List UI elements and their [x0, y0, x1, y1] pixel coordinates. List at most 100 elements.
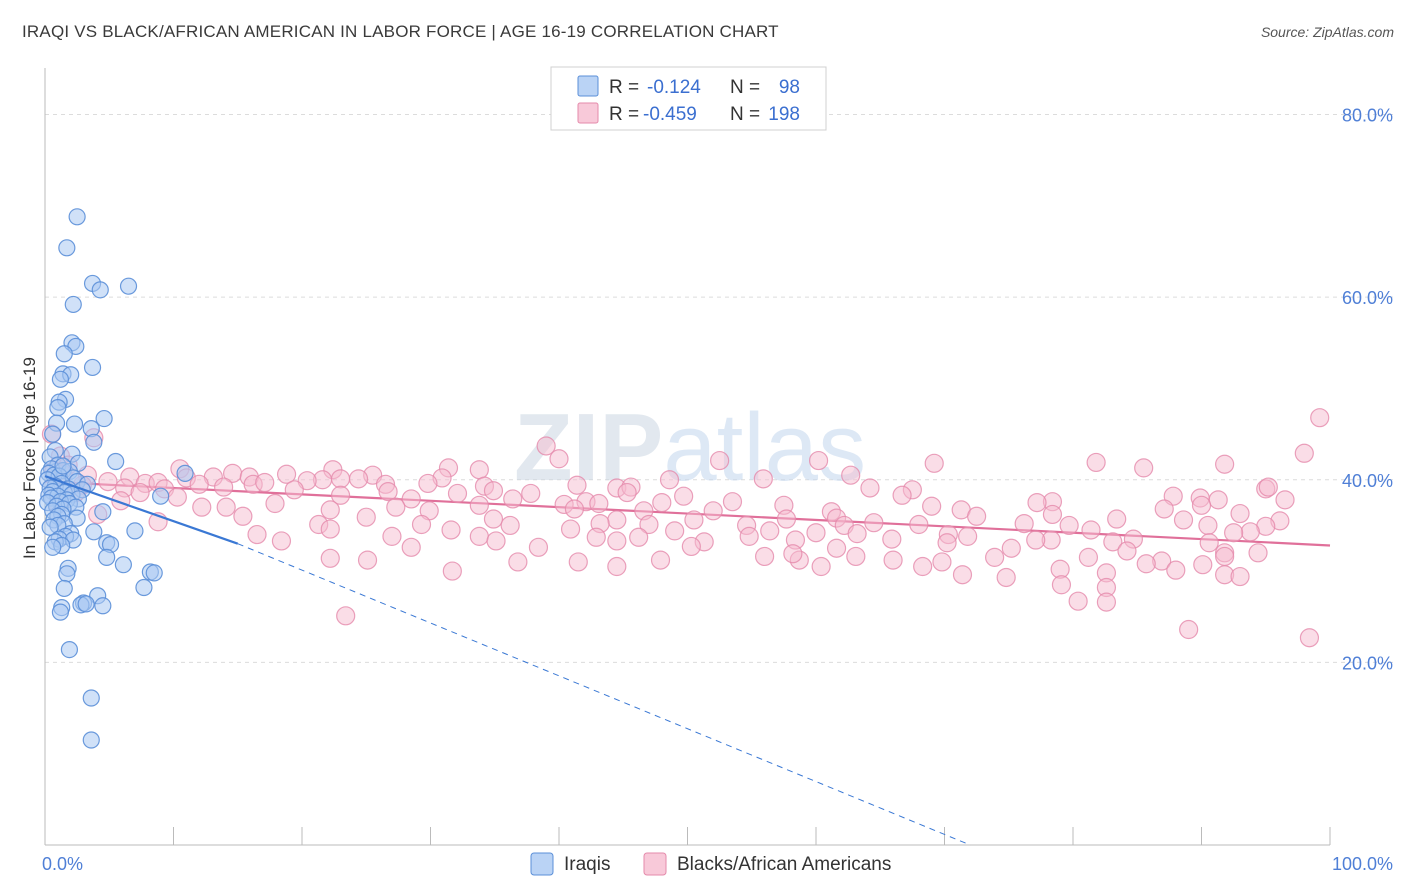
black-point — [650, 550, 671, 570]
black-point — [469, 526, 489, 546]
black-point — [806, 523, 826, 543]
black-point — [189, 474, 209, 494]
black-point — [860, 478, 880, 498]
iraqi-point — [77, 595, 95, 613]
black-point — [922, 496, 942, 516]
black-point — [330, 469, 351, 489]
iraqi-point — [126, 522, 144, 540]
black-point — [130, 482, 150, 503]
black-point — [674, 486, 694, 506]
black-point — [753, 469, 773, 489]
iraqi-point — [49, 399, 67, 417]
black-point — [216, 497, 236, 517]
black-point — [567, 475, 587, 495]
iraqi-point — [83, 358, 102, 377]
legend-n-value-black: 198 — [768, 104, 800, 125]
y-tick-labels: 20.0% 40.0% 60.0% 80.0% — [1342, 106, 1393, 674]
black-points — [41, 408, 1330, 648]
iraqi-point — [68, 208, 86, 226]
black-point — [864, 513, 884, 533]
iraqi-trend-layer — [44, 475, 971, 846]
black-point — [1198, 515, 1218, 536]
black-point — [469, 460, 489, 480]
black-point — [508, 552, 528, 572]
black-point — [336, 606, 356, 626]
chart-title: IRAQI VS BLACK/AFRICAN AMERICAN IN LABOR… — [22, 22, 779, 41]
black-point — [665, 521, 685, 541]
black-point — [1208, 490, 1228, 510]
black-point — [659, 470, 680, 490]
black-point — [1275, 490, 1295, 510]
correlation-legend: R = -0.124 N = 98 R = -0.459 N = 198 — [550, 66, 827, 131]
y-axis-label: In Labor Force | Age 16-19 — [20, 357, 39, 559]
black-point — [952, 565, 973, 585]
black-point — [1199, 533, 1219, 553]
black-point — [536, 436, 556, 456]
iraqi-point — [95, 409, 113, 428]
black-point — [233, 506, 253, 526]
legend-r-label-iraqi: R = — [609, 77, 639, 98]
black-point — [913, 556, 933, 577]
black-point — [271, 531, 292, 551]
series-legend-swatch-iraqi — [530, 852, 554, 876]
black-point — [629, 527, 649, 547]
black-point — [639, 514, 659, 535]
black-point — [1042, 504, 1063, 525]
black-point — [937, 533, 957, 553]
iraqi-point — [98, 548, 116, 566]
iraqi-trend-extension — [237, 543, 971, 846]
iraqi-point — [114, 556, 132, 574]
legend-n-label-iraqi: N = — [730, 77, 760, 98]
black-point — [1134, 458, 1154, 478]
black-point — [356, 507, 376, 527]
watermark: ZIPatlas — [514, 394, 866, 501]
black-point — [214, 477, 234, 497]
black-point — [265, 493, 285, 514]
iraqi-point — [145, 564, 163, 582]
black-point — [1294, 443, 1314, 463]
black-point — [1230, 566, 1250, 587]
black-point — [1258, 477, 1278, 497]
black-point — [276, 464, 297, 484]
black-point — [1240, 522, 1260, 542]
black-point — [1051, 575, 1072, 595]
black-point — [320, 548, 340, 568]
black-point — [808, 450, 829, 471]
black-point — [441, 520, 461, 540]
iraqi-point — [55, 579, 73, 598]
black-point — [378, 482, 398, 502]
legend-r-label-black: R = — [609, 104, 639, 125]
black-point — [330, 485, 351, 505]
black-point — [503, 489, 523, 509]
iraqi-point — [135, 578, 153, 597]
black-point — [483, 481, 504, 501]
iraqi-point — [65, 415, 84, 433]
black-point — [1193, 555, 1213, 575]
iraqi-point — [44, 538, 62, 556]
iraqi-point — [152, 487, 170, 505]
series-legend-swatch-black — [643, 852, 667, 876]
black-point — [98, 471, 118, 492]
black-point — [500, 515, 520, 536]
iraqi-point — [85, 523, 103, 541]
y-tick-label: 40.0% — [1342, 471, 1393, 491]
iraqi-point — [44, 425, 62, 443]
black-point — [1310, 408, 1330, 428]
black-point — [255, 472, 275, 493]
iraqi-point — [58, 239, 76, 257]
black-point — [681, 536, 701, 557]
black-point — [418, 473, 438, 494]
black-point — [348, 469, 369, 489]
black-point — [739, 526, 759, 546]
black-point — [411, 514, 432, 535]
black-point — [247, 524, 267, 545]
y-tick-label: 20.0% — [1342, 653, 1393, 673]
black-point — [1166, 560, 1186, 580]
black-point — [1299, 628, 1320, 648]
watermark-zip: ZIP — [514, 394, 663, 501]
black-point — [996, 567, 1016, 588]
series-legend: Iraqis Blacks/African Americans — [530, 852, 891, 876]
black-point — [909, 514, 929, 535]
black-point — [589, 493, 609, 514]
